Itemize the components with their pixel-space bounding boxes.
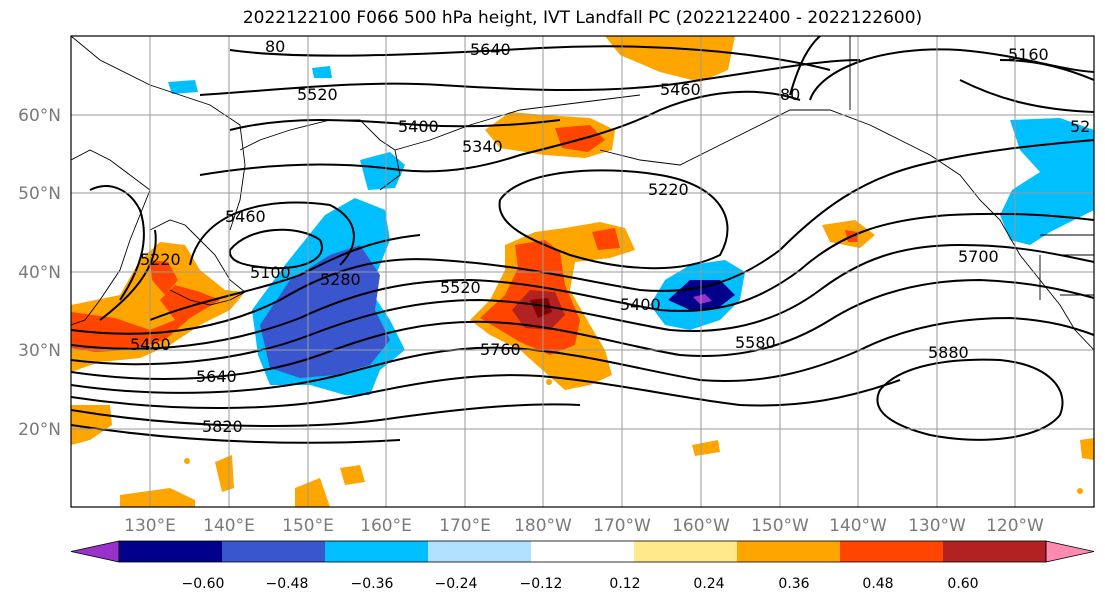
contour-label: 5520 <box>440 278 481 297</box>
colorbar-tick: 0.36 <box>778 576 809 592</box>
ivt-pos-dateline-core <box>530 298 552 318</box>
colorbar-swatch <box>943 541 1047 562</box>
colorbar-tick: −0.60 <box>182 576 225 592</box>
contour-label: 5340 <box>462 137 503 156</box>
contour-label: 52 <box>1070 117 1090 136</box>
ivt-dot-2 <box>546 379 552 385</box>
ivt-pos-right-edge <box>1080 438 1094 460</box>
colorbar-swatch <box>325 541 429 562</box>
colorbar-tick: −0.24 <box>435 576 478 592</box>
contour-label: 5520 <box>297 85 338 104</box>
lat-label: 50°N <box>18 184 61 204</box>
height-contours <box>71 36 1094 444</box>
contour-label: 5700 <box>958 247 999 266</box>
contour-label: 5220 <box>648 180 689 199</box>
ivt-neg-small-top2 <box>312 66 332 78</box>
contour-label: 80 <box>780 85 800 104</box>
lon-label: 150°W <box>751 516 809 536</box>
latitude-labels: 60°N 50°N 40°N 30°N 20°N <box>18 106 61 440</box>
ivt-pos-small3 <box>340 465 365 485</box>
colorbar-tick: −0.36 <box>351 576 394 592</box>
lon-label: 120°W <box>986 516 1044 536</box>
lat-label: 30°N <box>18 341 61 361</box>
lon-label: 160°W <box>672 516 730 536</box>
lon-label: 130°E <box>124 516 176 536</box>
colorbar-swatch <box>634 541 738 562</box>
colorbar-swatch <box>737 541 841 562</box>
colorbar-swatch <box>531 541 635 562</box>
lon-label: 140°W <box>829 516 887 536</box>
colorbar-swatch <box>222 541 326 562</box>
colorbar-tick: −0.48 <box>266 576 309 592</box>
colorbar-tick: 0.60 <box>947 576 978 592</box>
colorbar-outline <box>118 540 1047 563</box>
contour-label: 5880 <box>928 343 969 362</box>
ivt-pos-dateline-pt <box>592 228 620 250</box>
map-title: 2022122100 F066 500 hPa height, IVT Land… <box>242 8 923 28</box>
ivt-pos-small2 <box>295 478 330 507</box>
contour-label: 5460 <box>660 80 701 99</box>
lon-label: 160°E <box>360 516 412 536</box>
lon-label: 170°W <box>593 516 651 536</box>
contour-label: 5460 <box>225 207 266 226</box>
colorbar-swatch <box>428 541 532 562</box>
contour-label: 5400 <box>620 295 661 314</box>
lat-label: 20°N <box>18 420 61 440</box>
ivt-neg-north <box>360 152 405 190</box>
lon-label: 140°E <box>203 516 255 536</box>
contour-label: 5100 <box>250 263 291 282</box>
colorbar-tick-labels: −0.60 −0.48 −0.36 −0.24 −0.12 0.12 0.24 … <box>182 576 979 592</box>
colorbar-tick: 0.12 <box>609 576 640 592</box>
colorbar <box>70 540 1095 563</box>
ivt-neg-central-mid <box>260 245 390 378</box>
ivt-neg-small-top <box>168 80 198 94</box>
lat-label: 60°N <box>18 106 61 126</box>
lon-label: 180°W <box>514 516 572 536</box>
contour-label: 5400 <box>398 117 439 136</box>
contour-label: 5220 <box>140 250 181 269</box>
ivt-neg-westcoast <box>1000 118 1094 245</box>
colorbar-tick: 0.24 <box>693 576 724 592</box>
colorbar-swatch <box>840 541 944 562</box>
contour-label: 5280 <box>320 270 361 289</box>
colorbar-arrow-min <box>70 540 120 563</box>
colorbar-tick: 0.48 <box>862 576 893 592</box>
colorbar-tick: −0.12 <box>520 576 563 592</box>
contour-label: 5640 <box>196 367 237 386</box>
lon-label: 170°E <box>439 516 491 536</box>
lon-label: 150°E <box>282 516 334 536</box>
contour-label: 5640 <box>470 40 511 59</box>
ivt-dot-1 <box>184 458 190 464</box>
contour-label: 5160 <box>1008 45 1049 64</box>
contour-label: 5760 <box>480 340 521 359</box>
ivt-dot-3 <box>1077 488 1083 494</box>
ivt-neg-east-extreme <box>693 294 712 304</box>
contour-label: 80 <box>265 37 285 56</box>
ivt-pos-hawaii <box>692 440 720 456</box>
ivt-pos-left-low2 <box>120 488 195 507</box>
map-frame <box>70 35 1095 508</box>
lat-label: 40°N <box>18 263 61 283</box>
contour-label: 5580 <box>735 333 776 352</box>
contour-label-group: 5640 5520 5460 5400 5340 5220 5460 5100 … <box>130 37 1090 436</box>
ivt-shading <box>71 36 1094 507</box>
colorbar-arrow-max <box>1045 540 1095 563</box>
ivt-pos-japan-core <box>71 285 220 352</box>
ivt-pos-japan-east <box>150 260 178 295</box>
contour-label: 5460 <box>130 335 171 354</box>
colorbar-swatch <box>119 541 223 562</box>
longitude-labels: 130°E 140°E 150°E 160°E 170°E 180°W 170°… <box>124 516 1044 536</box>
gridlines <box>71 36 1094 507</box>
contour-label: 5820 <box>202 417 243 436</box>
lon-label: 130°W <box>908 516 966 536</box>
